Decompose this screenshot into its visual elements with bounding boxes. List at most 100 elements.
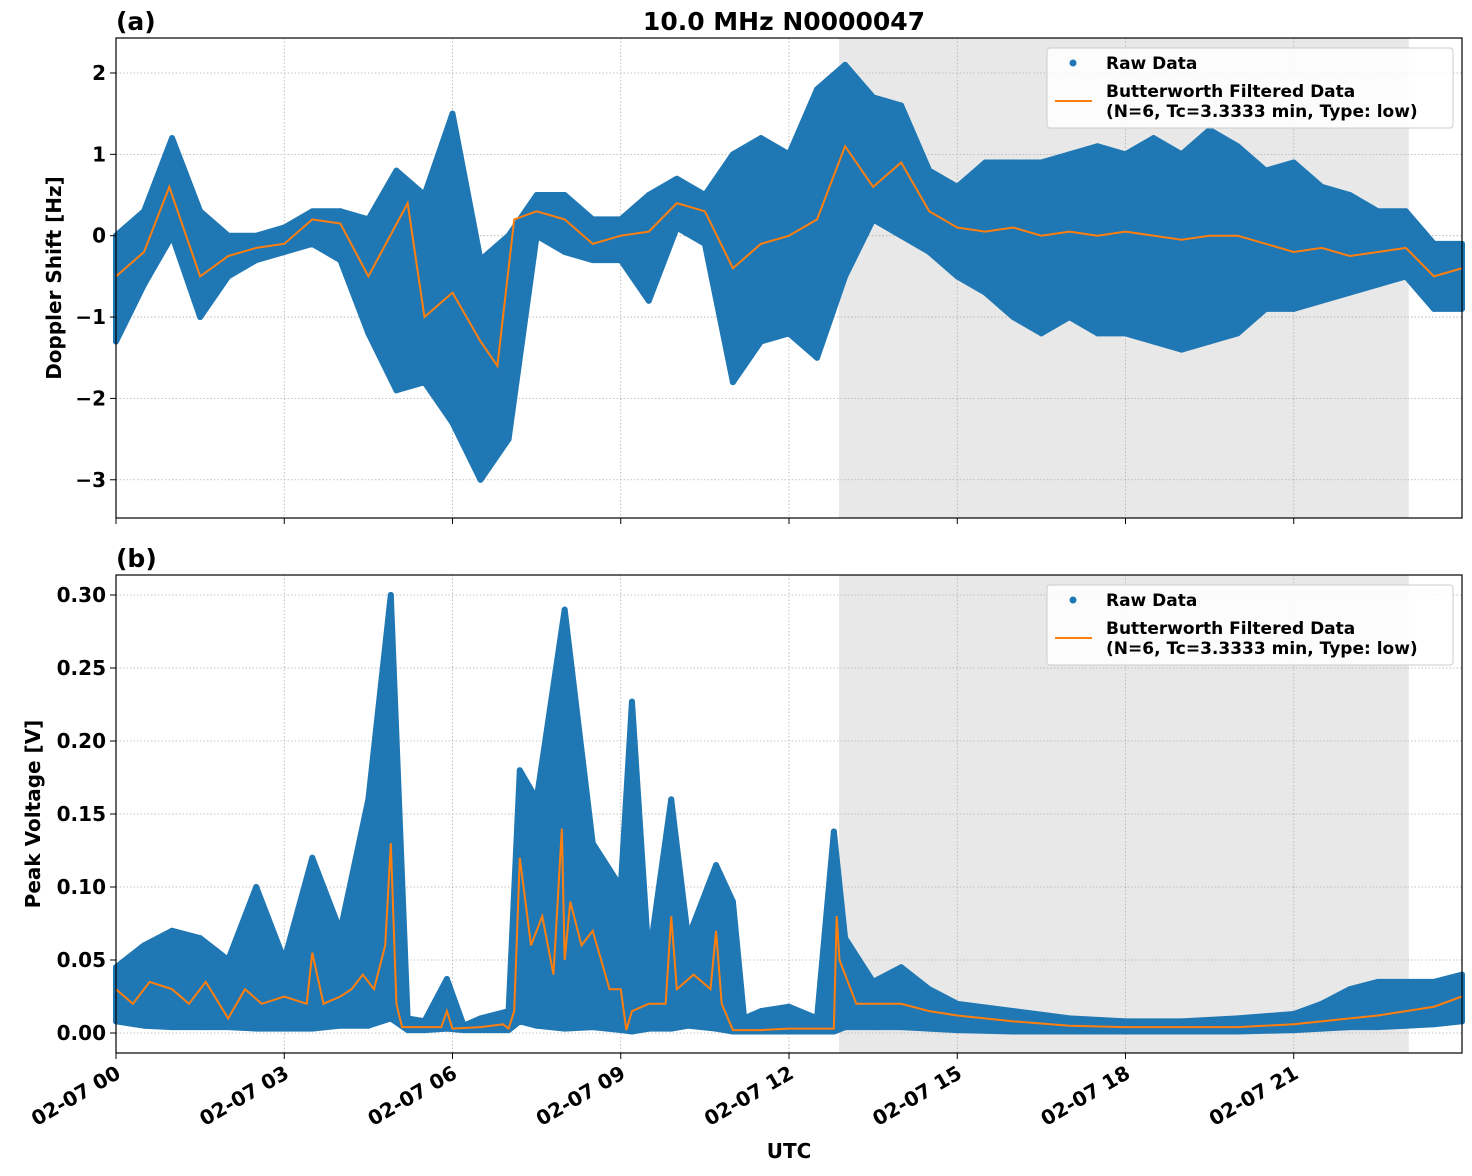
raw-data-point	[814, 354, 821, 361]
raw-data-point	[954, 183, 961, 190]
raw-data-point	[1178, 346, 1185, 353]
raw-data-point	[477, 257, 484, 264]
legend-label: Raw Data	[1106, 54, 1197, 74]
raw-data-point	[393, 167, 400, 174]
raw-data-point	[1066, 314, 1073, 321]
raw-data-point	[954, 273, 961, 280]
raw-data-point	[1178, 1028, 1185, 1035]
raw-data-point	[757, 135, 764, 142]
raw-data-point	[729, 379, 736, 386]
raw-data-point	[1234, 1028, 1241, 1035]
raw-data-point	[516, 767, 523, 774]
y-axis-label-b: Peak Voltage [V]	[21, 720, 45, 909]
raw-data-point	[814, 1028, 821, 1035]
raw-data-point	[645, 1025, 652, 1032]
raw-data-point	[617, 883, 624, 890]
raw-data-point	[197, 935, 204, 942]
raw-data-point	[1038, 330, 1045, 337]
raw-data-point	[1374, 208, 1381, 215]
legend-raw-marker	[1069, 59, 1077, 67]
y-tick-label: 1	[92, 142, 106, 166]
raw-data-point	[533, 192, 540, 199]
raw-data-point	[1094, 143, 1101, 150]
raw-data-point	[589, 840, 596, 847]
raw-data-point	[1318, 297, 1325, 304]
raw-data-point	[443, 1025, 450, 1032]
raw-data-point	[870, 978, 877, 985]
raw-data-point	[1122, 1018, 1129, 1025]
raw-data-point	[645, 297, 652, 304]
raw-data-point	[253, 232, 260, 239]
raw-data-point	[673, 175, 680, 182]
raw-data-point	[1430, 978, 1437, 985]
raw-data-point	[1402, 1022, 1409, 1029]
raw-data-point	[1346, 1024, 1353, 1031]
raw-data-point	[898, 102, 905, 109]
raw-data-point	[1066, 1015, 1073, 1022]
raw-data-point	[225, 232, 232, 239]
raw-data-point	[617, 216, 624, 223]
raw-data-point	[668, 796, 675, 803]
raw-data-point	[741, 1015, 748, 1022]
raw-data-point	[141, 1022, 148, 1029]
raw-data-point	[786, 151, 792, 158]
raw-data-point	[898, 1024, 905, 1031]
raw-data-point	[169, 1024, 176, 1031]
raw-data-point	[954, 1027, 961, 1034]
raw-data-point	[1234, 330, 1241, 337]
raw-data-point	[1318, 183, 1325, 190]
raw-data-point	[842, 61, 849, 68]
raw-data-point	[1290, 159, 1297, 166]
raw-data-point	[141, 281, 148, 288]
raw-data-point	[337, 208, 344, 215]
raw-data-point	[830, 1028, 837, 1035]
raw-data-point	[1374, 1024, 1381, 1031]
raw-data-point	[757, 1008, 764, 1015]
y-tick-label: −1	[75, 305, 106, 329]
raw-data-point	[1206, 338, 1213, 345]
raw-data-point	[1318, 1025, 1325, 1032]
raw-data-point	[281, 956, 288, 963]
raw-data-point	[197, 314, 204, 321]
raw-data-point	[898, 964, 905, 971]
raw-data-point	[404, 1027, 411, 1034]
raw-data-point	[197, 208, 204, 215]
raw-data-point	[673, 224, 680, 231]
y-tick-label: 0.00	[57, 1021, 106, 1045]
raw-data-point	[561, 1025, 568, 1032]
raw-data-point	[1234, 1015, 1241, 1022]
raw-data-point	[1290, 305, 1297, 312]
raw-data-point	[365, 796, 372, 803]
raw-data-point	[505, 436, 512, 443]
raw-data-point	[814, 86, 821, 93]
raw-data-point	[842, 273, 849, 280]
raw-data-point	[253, 883, 260, 890]
legend-label: Butterworth Filtered Data	[1106, 619, 1355, 639]
raw-data-point	[1178, 1018, 1185, 1025]
legend-label: (N=6, Tc=3.3333 min, Type: low)	[1106, 102, 1418, 122]
raw-data-point	[1402, 978, 1409, 985]
raw-data-point	[1150, 135, 1157, 142]
legend-box	[1046, 584, 1454, 666]
raw-data-point	[533, 232, 540, 239]
raw-data-point	[197, 1024, 204, 1031]
raw-data-point	[1290, 1011, 1297, 1018]
raw-data-point	[701, 240, 708, 247]
y-tick-label: 0	[92, 224, 106, 248]
raw-data-point	[842, 935, 849, 942]
x-tick-label: 02-07 21	[1205, 1061, 1303, 1131]
raw-data-point	[628, 1028, 635, 1035]
raw-data-point	[505, 232, 512, 239]
raw-data-point	[1150, 338, 1157, 345]
raw-data-point	[387, 592, 394, 599]
raw-data-point	[169, 232, 176, 239]
x-axis-label: UTC	[767, 1139, 812, 1163]
x-tick-label: 02-07 09	[532, 1061, 630, 1131]
raw-data-point	[1066, 1028, 1073, 1035]
legend: Raw Data Butterworth Filtered Data(N=6, T…	[1046, 47, 1454, 129]
raw-data-point	[982, 159, 989, 166]
raw-data-point	[926, 167, 933, 174]
raw-data-point	[870, 1024, 877, 1031]
raw-data-point	[309, 208, 316, 215]
